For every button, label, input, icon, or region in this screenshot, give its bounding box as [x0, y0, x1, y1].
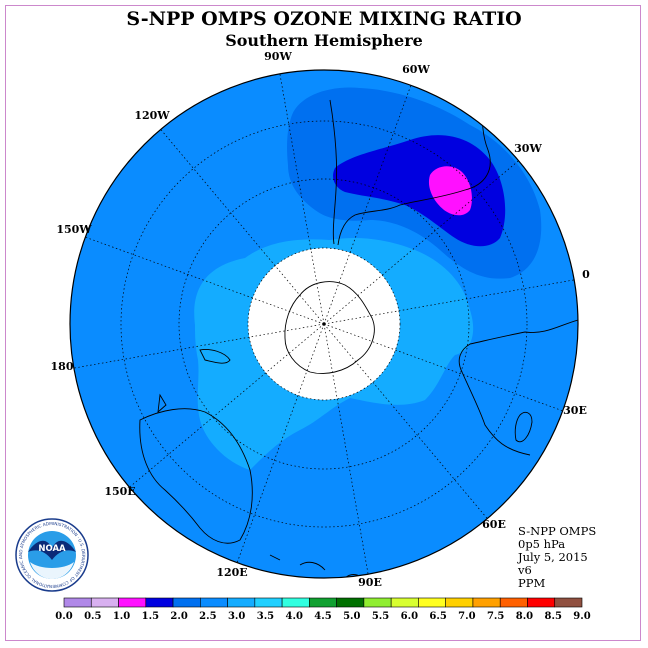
colorbar-swatch-0: [63, 597, 92, 608]
colorbar-tick-8: 4.0: [286, 611, 303, 622]
lon-label-60e: 60E: [482, 518, 506, 531]
lon-label-90e: 90E: [358, 576, 382, 589]
colorbar-swatch-4: [172, 597, 201, 608]
colorbar-tick-0: 0.0: [55, 611, 72, 622]
lon-label-120e: 120E: [216, 566, 247, 579]
coast-africa: [458, 319, 578, 456]
colorbar-swatch-9: [309, 597, 337, 608]
colorbar-tick-12: 6.0: [401, 611, 418, 622]
colorbar-swatch-1: [90, 597, 119, 608]
lon-label-0: 0: [582, 268, 590, 281]
coastlines: [139, 70, 578, 578]
lon-label-180: 180: [51, 360, 74, 373]
colorbar-tick-7: 3.5: [257, 611, 274, 622]
contour-band-1.5: [333, 135, 506, 247]
graticule: [73, 73, 575, 575]
colorbar-swatch-5: [200, 597, 228, 608]
colorbar-swatch-3: [145, 597, 174, 608]
lon-label-120w: 120W: [134, 109, 170, 122]
colorbar-tick-5: 2.5: [199, 611, 216, 622]
coast-antarctica: [284, 281, 375, 374]
coast-new-zealand: [157, 349, 231, 414]
colorbar-tick-6: 3.0: [228, 611, 245, 622]
page-title: S-NPP OMPS OZONE MIXING RATIO: [126, 8, 522, 30]
colorbar-swatch-17: [527, 597, 556, 608]
page-subtitle: Southern Hemisphere: [225, 31, 423, 50]
colorbar-tick-14: 7.0: [458, 611, 475, 622]
colorbar-swatch-2: [118, 597, 147, 608]
colorbar-swatch-15: [472, 597, 501, 608]
colorbar-swatch-8: [281, 597, 310, 608]
figure-border: [5, 5, 641, 641]
colorbar-swatch-13: [418, 597, 446, 608]
colorbar-tick-15: 7.5: [487, 611, 504, 622]
colorbar-tick-2: 1.0: [113, 611, 130, 622]
colorbar-tick-18: 9.0: [573, 611, 590, 622]
lon-label-30e: 30E: [563, 404, 587, 417]
map-boundary: [69, 69, 579, 579]
info-units: PPM: [518, 576, 546, 590]
lon-label-150w: 150W: [56, 223, 92, 236]
colorbar-tick-labels: 0.0 0.5 1.0 1.5 2.0 2.5 3.0 3.5 4.0 4.5 5.0 5.5 6.0 6…: [55, 611, 590, 622]
coast-south-america-west: [329, 99, 338, 245]
lon-label-150e: 150E: [104, 485, 135, 498]
colorbar-swatch-16: [499, 597, 528, 608]
colorbar-swatch-6: [227, 597, 256, 608]
colorbar-swatch-12: [390, 597, 419, 608]
colorbar-swatch-10: [336, 597, 365, 608]
colorbar-swatch-11: [363, 597, 392, 608]
colorbar-tick-13: 6.5: [429, 611, 446, 622]
colorbar-tick-10: 5.0: [343, 611, 360, 622]
latitude-circle-1: [247, 247, 401, 401]
contour-band-1.0: [428, 166, 472, 216]
colorbar: [63, 597, 583, 608]
info-instrument: S-NPP OMPS: [518, 524, 597, 538]
colorbar-tick-9: 4.5: [314, 611, 331, 622]
colorbar-tick-16: 8.0: [516, 611, 533, 622]
colorbar-tick-3: 1.5: [142, 611, 159, 622]
lon-label-30w: 30W: [514, 142, 542, 155]
info-date: July 5, 2015: [518, 550, 588, 564]
colorbar-swatch-18: [554, 597, 583, 608]
noaa-logo-text: NOAA: [38, 544, 66, 554]
coast-south-america: [337, 70, 491, 246]
colorbar-swatch-14: [445, 597, 474, 608]
latitude-circle-2: [178, 178, 470, 470]
info-version: v6: [518, 563, 532, 577]
lon-label-90w: 90W: [264, 50, 292, 63]
longitude-labels: 90W 60W 30W 0 30E 60E 90E 120E 150E 180 …: [51, 50, 591, 589]
colorbar-swatch-7: [254, 597, 283, 608]
info-pressure-level: 0p5 hPa: [518, 537, 566, 551]
colorbar-tick-4: 2.0: [170, 611, 187, 622]
colorbar-tick-1: 0.5: [84, 611, 101, 622]
colorbar-tick-11: 5.5: [372, 611, 389, 622]
coast-madagascar: [514, 411, 533, 443]
lon-label-60w: 60W: [402, 63, 430, 76]
latitude-circle-3: [120, 120, 528, 528]
colorbar-tick-17: 8.5: [545, 611, 562, 622]
coast-australia: [139, 408, 253, 544]
